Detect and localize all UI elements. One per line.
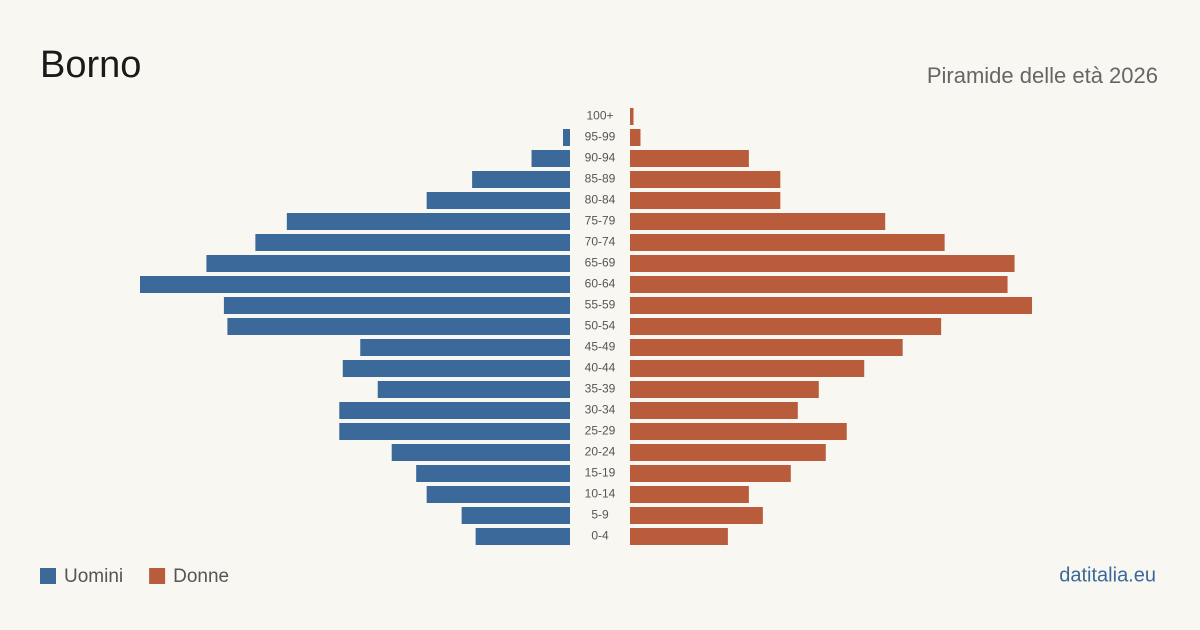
source: datitalia.eu	[1059, 564, 1156, 586]
bar	[630, 255, 1015, 272]
bar	[286, 213, 570, 230]
bar	[472, 171, 570, 188]
age-label: 45-49	[585, 340, 616, 354]
chart-title: Borno	[40, 44, 141, 86]
age-label: 90-94	[585, 151, 616, 165]
bar	[630, 129, 641, 146]
bar	[630, 297, 1033, 314]
bar	[339, 402, 570, 419]
age-label: 80-84	[585, 193, 616, 207]
age-label: 65-69	[585, 256, 616, 270]
age-label: 5-9	[591, 508, 609, 522]
bar	[630, 339, 903, 356]
legend-label: Uomini	[64, 566, 123, 587]
bar	[377, 381, 570, 398]
age-label: 40-44	[585, 361, 616, 375]
bar	[630, 381, 819, 398]
bar	[140, 276, 570, 293]
age-label: 25-29	[585, 424, 616, 438]
age-label: 100+	[586, 109, 613, 123]
bar	[630, 192, 781, 209]
bar	[630, 528, 728, 545]
age-label: 55-59	[585, 298, 616, 312]
bar	[630, 360, 865, 377]
bar	[630, 171, 781, 188]
age-label: 35-39	[585, 382, 616, 396]
age-label: 10-14	[585, 487, 616, 501]
bar	[461, 507, 570, 524]
bar	[475, 528, 570, 545]
bar	[630, 486, 749, 503]
bar	[426, 486, 570, 503]
age-label: 20-24	[585, 445, 616, 459]
bar	[255, 234, 571, 251]
age-label: 70-74	[585, 235, 616, 249]
age-label: 95-99	[585, 130, 616, 144]
age-label: 60-64	[585, 277, 616, 291]
bar	[339, 423, 570, 440]
age-label: 0-4	[591, 529, 609, 543]
bar	[206, 255, 570, 272]
bar	[630, 150, 749, 167]
bar	[223, 297, 570, 314]
bar	[630, 276, 1008, 293]
bar	[630, 213, 886, 230]
bar	[342, 360, 570, 377]
bar	[630, 108, 634, 125]
bar	[630, 402, 798, 419]
legend-swatch	[40, 568, 56, 584]
legend-swatch	[149, 568, 166, 584]
chart-subtitle: Piramide delle età 2026	[927, 63, 1158, 88]
age-label: 50-54	[585, 319, 616, 333]
bar	[630, 318, 942, 335]
age-label: 85-89	[585, 172, 616, 186]
age-label: 30-34	[585, 403, 616, 417]
bar	[630, 507, 763, 524]
bar	[531, 150, 570, 167]
age-label: 75-79	[585, 214, 616, 228]
bar	[563, 129, 570, 146]
age-label: 15-19	[585, 466, 616, 480]
bar	[630, 234, 945, 251]
bar	[630, 465, 791, 482]
bar	[227, 318, 570, 335]
bar	[630, 444, 826, 461]
bar	[391, 444, 570, 461]
bar	[360, 339, 570, 356]
bar	[416, 465, 570, 482]
legend-label: Donne	[173, 566, 229, 587]
bar	[426, 192, 570, 209]
bar	[630, 423, 847, 440]
